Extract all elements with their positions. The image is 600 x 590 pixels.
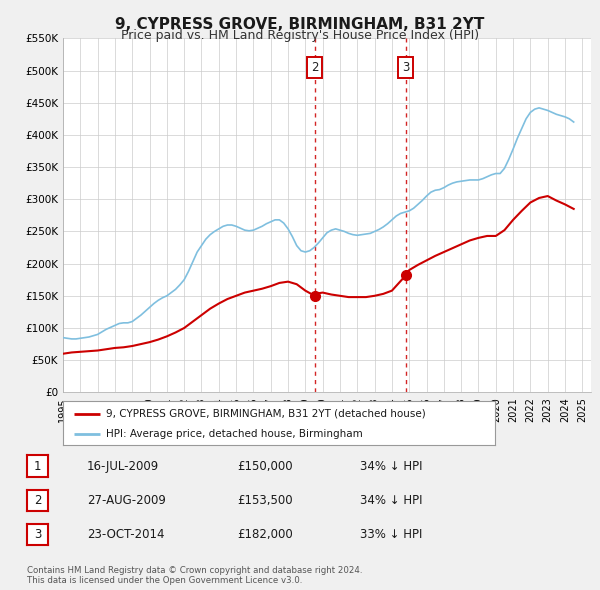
Text: 2: 2 bbox=[34, 494, 41, 507]
Text: 34% ↓ HPI: 34% ↓ HPI bbox=[360, 460, 422, 473]
Text: 34% ↓ HPI: 34% ↓ HPI bbox=[360, 494, 422, 507]
Text: £150,000: £150,000 bbox=[237, 460, 293, 473]
Text: 3: 3 bbox=[34, 528, 41, 541]
Text: 1: 1 bbox=[34, 460, 41, 473]
Text: £182,000: £182,000 bbox=[237, 528, 293, 541]
Text: 23-OCT-2014: 23-OCT-2014 bbox=[87, 528, 164, 541]
Text: 33% ↓ HPI: 33% ↓ HPI bbox=[360, 528, 422, 541]
Text: 9, CYPRESS GROVE, BIRMINGHAM, B31 2YT (detached house): 9, CYPRESS GROVE, BIRMINGHAM, B31 2YT (d… bbox=[106, 409, 426, 418]
Text: 16-JUL-2009: 16-JUL-2009 bbox=[87, 460, 159, 473]
Text: Contains HM Land Registry data © Crown copyright and database right 2024.
This d: Contains HM Land Registry data © Crown c… bbox=[27, 566, 362, 585]
Text: HPI: Average price, detached house, Birmingham: HPI: Average price, detached house, Birm… bbox=[106, 430, 363, 440]
Text: 2: 2 bbox=[311, 61, 319, 74]
Text: Price paid vs. HM Land Registry's House Price Index (HPI): Price paid vs. HM Land Registry's House … bbox=[121, 30, 479, 42]
Text: 27-AUG-2009: 27-AUG-2009 bbox=[87, 494, 166, 507]
Text: £153,500: £153,500 bbox=[237, 494, 293, 507]
Text: 9, CYPRESS GROVE, BIRMINGHAM, B31 2YT: 9, CYPRESS GROVE, BIRMINGHAM, B31 2YT bbox=[115, 17, 485, 31]
Text: 3: 3 bbox=[402, 61, 410, 74]
